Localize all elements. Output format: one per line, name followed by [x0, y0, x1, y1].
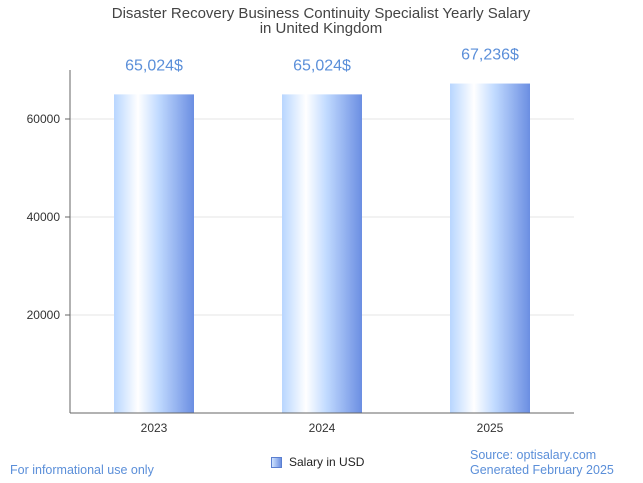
bars [114, 83, 530, 414]
bar [282, 94, 362, 414]
bar [114, 94, 194, 414]
legend-label: Salary in USD [289, 455, 365, 469]
chart-title-line-1: Disaster Recovery Business Continuity Sp… [112, 5, 531, 22]
legend-swatch [271, 456, 282, 468]
data-label: 67,236$ [461, 47, 519, 64]
y-tick-label: 60000 [27, 112, 61, 126]
footer-source-block: Source: optisalary.com Generated Februar… [470, 448, 614, 478]
chart-title-line-2: in United Kingdom [260, 20, 383, 37]
y-tick-label: 40000 [27, 210, 61, 224]
bar [450, 83, 530, 413]
axes [65, 70, 574, 414]
x-tick-label: 2023 [141, 421, 168, 435]
footer-disclaimer: For informational use only [10, 463, 154, 477]
x-tick-label: 2025 [477, 421, 504, 435]
data-label: 65,024$ [125, 57, 183, 74]
footer-generated: Generated February 2025 [470, 463, 614, 477]
y-tick-label: 20000 [27, 308, 61, 322]
footer-source: Source: optisalary.com [470, 448, 597, 462]
legend: Salary in USD [271, 455, 364, 469]
labels: 20000 40000 60000 65,024$ 2023 65,024$ 2024 67,… [27, 47, 519, 435]
data-label: 65,024$ [293, 57, 351, 74]
x-tick-label: 2024 [309, 421, 336, 435]
